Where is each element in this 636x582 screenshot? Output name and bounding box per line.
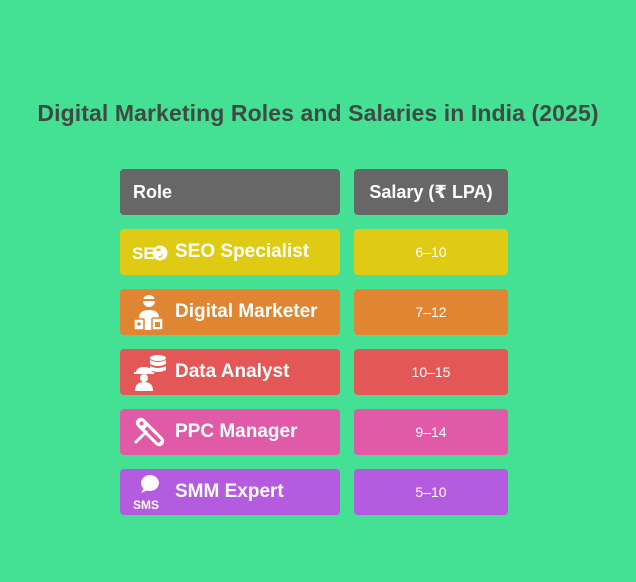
salary-cell: 5–10 [354,469,508,515]
sms-bubble-icon: SMS [132,474,168,512]
salary-cell: 7–12 [354,289,508,335]
svg-text:SMS: SMS [133,498,159,512]
data-analyst-icon [132,354,168,391]
role-label: Digital Marketer [175,301,318,322]
salary-cell: 9–14 [354,409,508,455]
role-cell: SE SEO Specialist [120,229,340,275]
role-label: PPC Manager [175,421,298,442]
role-cell: Data Analyst [120,349,340,395]
role-label: SMM Expert [175,481,284,502]
salary-table: Role Salary (₹ LPA) SE SEO Specialist 6–… [120,169,508,529]
role-cell: PPC Manager [120,409,340,455]
table-row: PPC Manager 9–14 [120,409,508,455]
role-label: SEO Specialist [175,241,310,262]
role-label: Data Analyst [175,361,290,382]
svg-text:SE: SE [132,244,155,263]
table-row: Data Analyst 10–15 [120,349,508,395]
ppc-tag-icon [132,414,168,450]
header-role: Role [120,169,340,215]
seo-globe-icon: SE [132,234,168,270]
salary-cell: 10–15 [354,349,508,395]
table-row: SMS SMM Expert 5–10 [120,469,508,515]
salary-cell: 6–10 [354,229,508,275]
table-row: Digital Marketer 7–12 [120,289,508,335]
page-title: Digital Marketing Roles and Salaries in … [37,100,599,126]
table-header: Role Salary (₹ LPA) [120,169,508,215]
header-salary: Salary (₹ LPA) [354,169,508,215]
table-row: SE SEO Specialist 6–10 [120,229,508,275]
role-cell: SMS SMM Expert [120,469,340,515]
marketer-person-icon [132,294,168,331]
role-cell: Digital Marketer [120,289,340,335]
